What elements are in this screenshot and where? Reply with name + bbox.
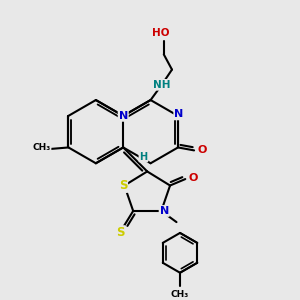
Text: N: N (174, 110, 184, 119)
Text: S: S (119, 179, 127, 192)
Text: S: S (116, 226, 124, 239)
Text: N: N (118, 111, 128, 121)
Text: N: N (160, 206, 169, 216)
Text: NH: NH (153, 80, 170, 90)
Text: O: O (189, 172, 198, 183)
Text: CH₃: CH₃ (32, 143, 51, 152)
Text: HO: HO (152, 28, 169, 38)
Text: CH₃: CH₃ (171, 290, 189, 298)
Text: H: H (140, 152, 148, 161)
Text: O: O (198, 146, 207, 155)
